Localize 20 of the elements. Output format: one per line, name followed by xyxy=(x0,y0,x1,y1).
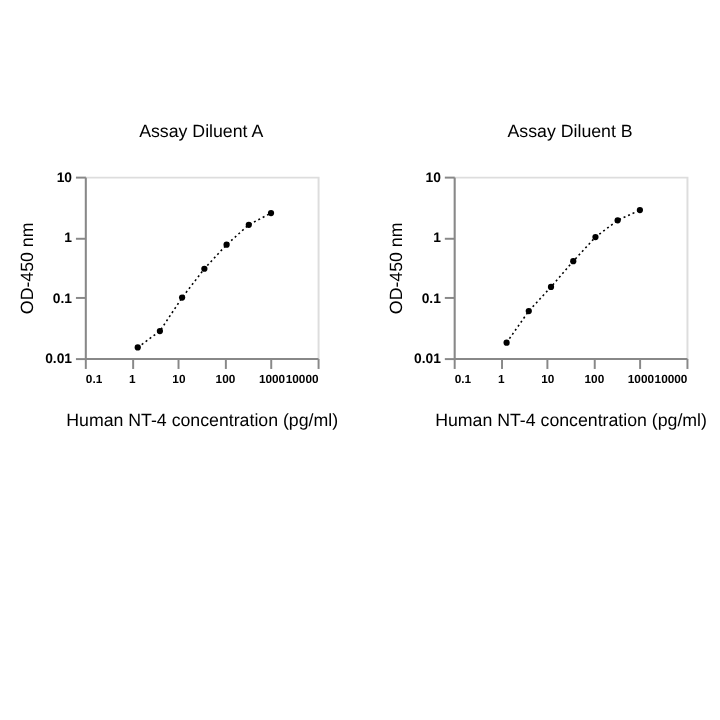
point xyxy=(134,344,141,351)
y-axis-title: OD-450 nm xyxy=(17,222,38,315)
point xyxy=(525,307,532,315)
x-axis-title: Human NT-4 concentration (pg/ml) xyxy=(435,410,708,431)
point xyxy=(267,209,275,217)
point xyxy=(503,339,510,346)
point xyxy=(547,283,555,291)
point xyxy=(636,206,644,214)
x-axis-title: Human NT-4 concentration (pg/ml) xyxy=(66,410,339,431)
point xyxy=(592,234,599,241)
point xyxy=(156,327,164,335)
point xyxy=(179,294,186,301)
point xyxy=(245,221,252,228)
point xyxy=(570,258,577,265)
point xyxy=(614,217,621,224)
chart-title: Assay Diluent B xyxy=(507,121,633,142)
point xyxy=(223,241,230,248)
point xyxy=(201,265,208,272)
chart-title: Assay Diluent A xyxy=(139,121,264,142)
y-axis-title: OD-450 nm xyxy=(386,222,407,315)
